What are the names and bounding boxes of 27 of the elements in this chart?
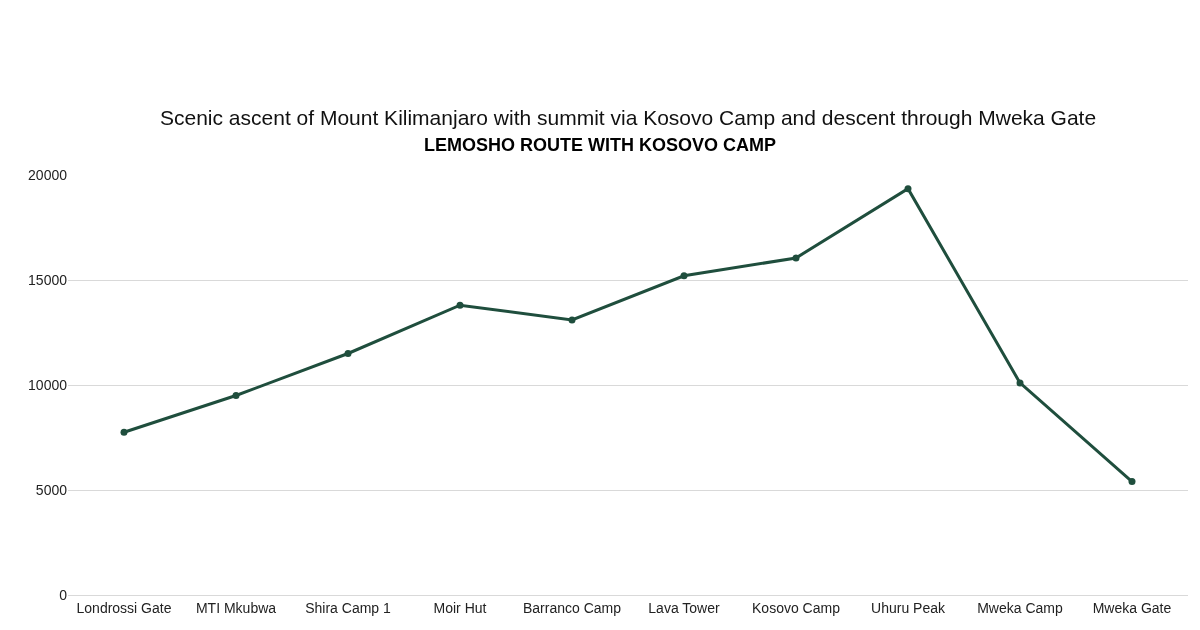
y-tick-label: 15000 <box>28 271 68 288</box>
point <box>1128 478 1136 486</box>
x-tick-label: Mweka Camp <box>977 599 1063 616</box>
x-tick-label: Uhuru Peak <box>871 599 946 616</box>
x-tick-label: Londrossi Gate <box>76 599 172 616</box>
chart-title: LEMOSHO ROUTE WITH KOSOVO CAMP <box>423 135 777 156</box>
y-tick-label: 0 <box>59 586 68 603</box>
point <box>568 316 576 324</box>
point <box>344 350 352 357</box>
point <box>792 254 800 262</box>
y-tick-label: 10000 <box>28 376 68 393</box>
x-tick-label: Lava Tower <box>648 599 721 616</box>
point <box>1016 379 1024 387</box>
point <box>456 301 464 309</box>
y-tick-label: 20000 <box>28 166 68 183</box>
x-tick-label: Kosovo Camp <box>752 599 841 616</box>
x-tick-label: Moir Hut <box>433 599 487 616</box>
chart-subtitle: Scenic ascent of Mount Kilimanjaro with summit via Kosovo Camp and descent through Mweka Gate <box>160 106 1097 129</box>
point <box>232 392 240 399</box>
point <box>904 185 912 193</box>
x-tick-label: Shira Camp 1 <box>305 599 392 616</box>
point <box>120 428 128 436</box>
y-tick-label: 5000 <box>35 481 68 498</box>
x-tick-label: MTI Mkubwa <box>195 599 277 616</box>
point <box>680 272 688 280</box>
x-tick-label: Barranco Camp <box>522 599 622 616</box>
x-tick-label: Mweka Gate <box>1092 599 1172 616</box>
